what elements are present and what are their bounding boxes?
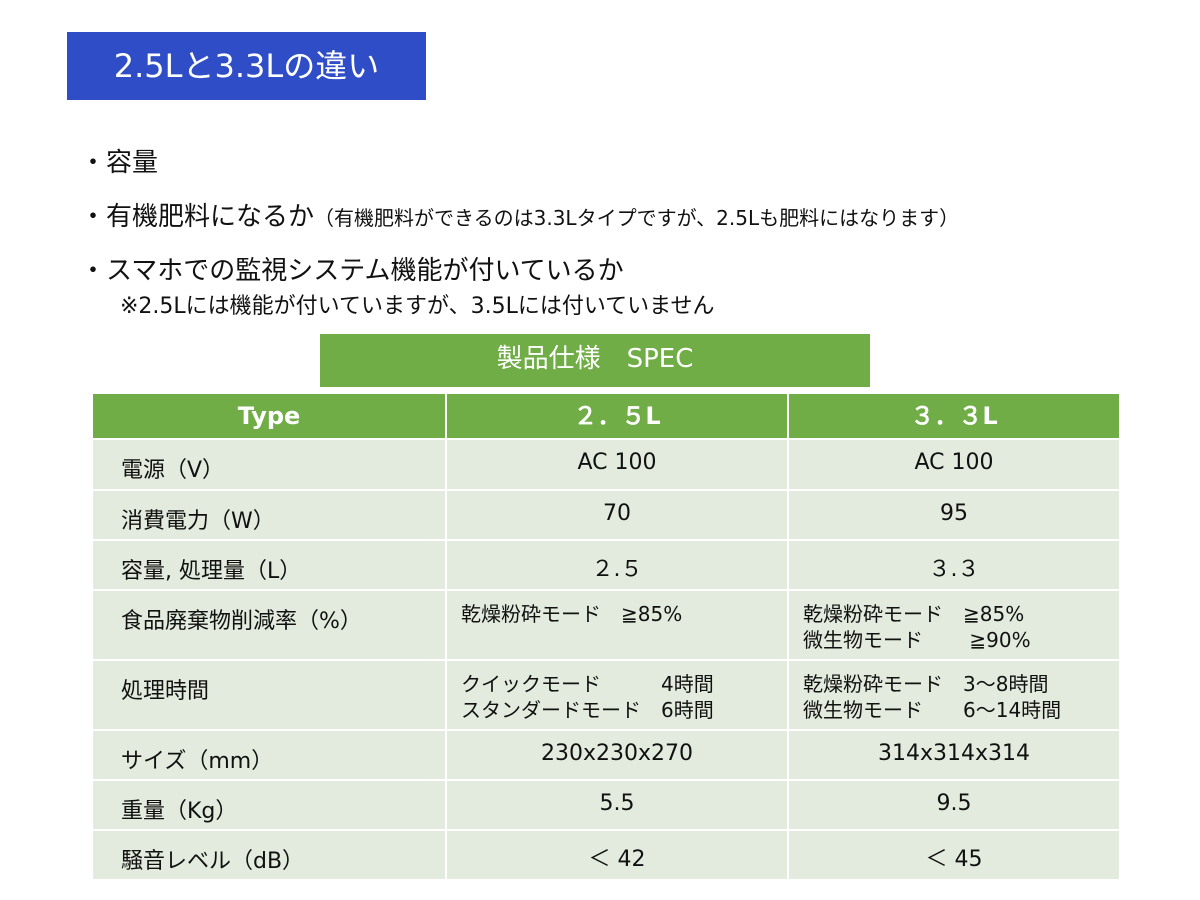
- table-cell: AC 100: [446, 439, 788, 490]
- bullet-note: ※2.5Lには機能が付いていますが、3.5Lには付いていません: [120, 294, 715, 319]
- header-cell: ３．３L: [788, 393, 1120, 439]
- cell-line: クイックモード 4時間: [461, 672, 714, 696]
- table-cell: 騒音レベル（dB）: [92, 830, 446, 880]
- cell-line: 微生物モード 6～14時間: [803, 698, 1062, 722]
- table-cell: AC 100: [788, 439, 1120, 490]
- bullet-text: ・有機肥料になるか: [80, 202, 315, 232]
- table-cell: 乾燥粉砕モード ≧85% 微生物モード ≧90%: [788, 590, 1120, 660]
- table-cell: サイズ（mm）: [92, 730, 446, 780]
- table-cell: 9.5: [788, 780, 1120, 830]
- bullet-note: （有機肥料ができるのは3.3Lタイプですが、2.5Lも肥料にはなります）: [314, 206, 960, 230]
- table-cell: 5.5: [446, 780, 788, 830]
- table-cell: 314x314x314: [788, 730, 1120, 780]
- table-cell: 乾燥粉砕モード 3～8時間 微生物モード 6～14時間: [788, 660, 1120, 730]
- table-cell: ＜ 45: [788, 830, 1120, 880]
- table-cell: 乾燥粉砕モード ≧85%: [446, 590, 788, 660]
- table-cell: 消費電力（W）: [92, 490, 446, 540]
- table-cell: ＜ 42: [446, 830, 788, 880]
- spec-title: 製品仕様 SPEC: [320, 334, 870, 387]
- table-cell: 70: [446, 490, 788, 540]
- header-cell: Type: [92, 393, 446, 439]
- slide-title: 2.5Lと3.3Lの違い: [67, 32, 426, 100]
- table-cell: 食品廃棄物削減率（%）: [92, 590, 446, 660]
- table-cell: 重量（Kg）: [92, 780, 446, 830]
- bullet: ・容量: [80, 148, 159, 178]
- bullet: ・有機肥料になるか（有機肥料ができるのは3.3Lタイプですが、2.5Lも肥料には…: [80, 196, 959, 233]
- cell-line: 微生物モード ≧90%: [803, 628, 1031, 652]
- table-cell: 95: [788, 490, 1120, 540]
- table-cell: ２.５: [446, 540, 788, 590]
- table-cell: 処理時間: [92, 660, 446, 730]
- cell-line: 乾燥粉砕モード ≧85%: [461, 602, 683, 626]
- bullet: ・スマホでの監視システム機能が付いているか: [80, 256, 624, 286]
- table-cell: 容量, 処理量（L）: [92, 540, 446, 590]
- cell-line: スタンダードモード 6時間: [461, 698, 714, 722]
- table-cell: クイックモード 4時間 スタンダードモード 6時間: [446, 660, 788, 730]
- table-cell: 230x230x270: [446, 730, 788, 780]
- cell-line: 乾燥粉砕モード 3～8時間: [803, 672, 1049, 696]
- table-cell: ３.３: [788, 540, 1120, 590]
- cell-line: 乾燥粉砕モード ≧85%: [803, 602, 1025, 626]
- table-cell: 電源（V）: [92, 439, 446, 490]
- header-cell: ２．５L: [446, 393, 788, 439]
